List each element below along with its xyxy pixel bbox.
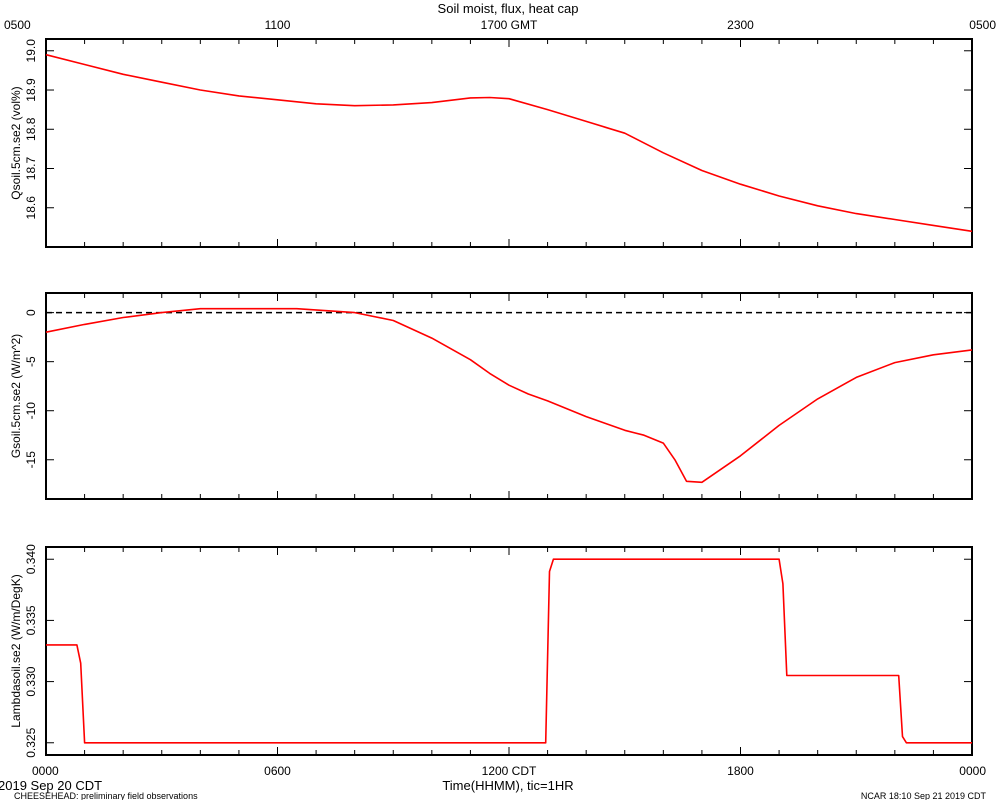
y-tick-label: -5 xyxy=(24,356,38,367)
y-tick-label: 0.330 xyxy=(24,666,38,696)
bottom-tick-label: 0000 xyxy=(959,764,986,778)
bottom-tick-label: 0600 xyxy=(264,764,291,778)
footer-project: CHEESEHEAD: preliminary field observatio… xyxy=(14,791,198,800)
chart-title: Soil moist, flux, heat cap xyxy=(438,1,579,16)
plot-frame xyxy=(45,546,973,756)
bottom-tick-label: 0000 xyxy=(32,764,59,778)
bottom-tick-label: 1200 CDT xyxy=(482,764,537,778)
y-tick-label: 0.325 xyxy=(24,727,38,757)
y-axis-label: Lambdasoil.se2 (W/m/DegK) xyxy=(9,574,23,727)
y-tick-label: 18.7 xyxy=(24,157,38,181)
x-axis-label: Time(HHMM), tic=1HR xyxy=(442,778,573,793)
y-axis-label: Gsoil.5cm.se2 (W/m^2) xyxy=(9,334,23,458)
bottom-tick-label: 1800 xyxy=(727,764,754,778)
y-axis-label: Qsoil.5cm.se2 (vol%) xyxy=(9,86,23,199)
plot-frame xyxy=(45,38,973,248)
series-line xyxy=(45,307,973,484)
series-line xyxy=(45,53,973,233)
y-tick-label: 19.0 xyxy=(24,39,38,63)
plot-frame xyxy=(45,292,973,500)
panel-soil-moisture: 18.6 18.7 18.8 18.9 19.0 Qsoil.5cm.se2 (vol%) xyxy=(9,38,973,248)
y-tick-label: 0.340 xyxy=(24,544,38,574)
series-line xyxy=(46,558,972,744)
top-tick-label: 1700 GMT xyxy=(481,18,538,32)
y-tick-label: 0 xyxy=(24,309,38,316)
top-time-axis: 0500 1100 1700 GMT 2300 0500 xyxy=(4,18,996,32)
bottom-time-axis: 0000 0600 1200 CDT 1800 0000 xyxy=(32,764,986,778)
footer-date: 2019 Sep 20 CDT xyxy=(0,778,102,793)
top-tick-label: 0500 xyxy=(969,18,996,32)
y-tick-label: -15 xyxy=(24,451,38,469)
y-tick-label: 0.335 xyxy=(24,605,38,635)
footer-stamp: NCAR 18:10 Sep 21 2019 CDT xyxy=(861,791,987,800)
y-tick-label: 18.8 xyxy=(24,117,38,141)
top-tick-label: 0500 xyxy=(4,18,31,32)
top-tick-label: 1100 xyxy=(265,18,291,32)
y-tick-label: 18.6 xyxy=(24,196,38,220)
top-tick-label: 2300 xyxy=(727,18,754,32)
y-tick-label: -10 xyxy=(24,402,38,420)
y-tick-label: 18.9 xyxy=(24,78,38,102)
